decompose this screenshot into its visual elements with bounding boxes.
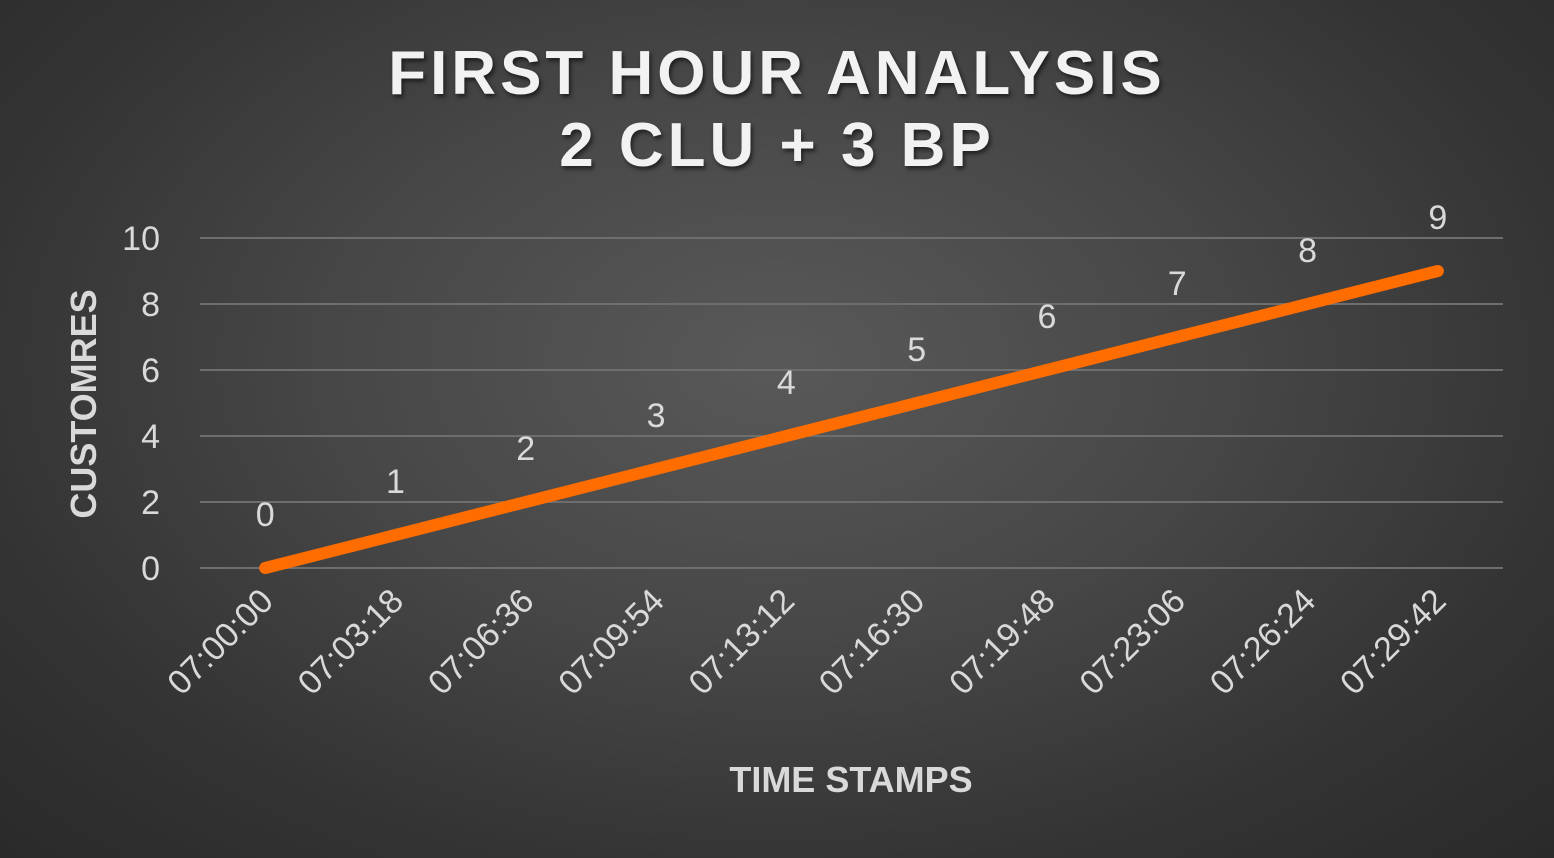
data-point — [525, 501, 527, 503]
x-tick-label: 07:29:42 — [1333, 582, 1453, 702]
data-point — [1046, 369, 1048, 371]
chart-title: FIRST HOUR ANALYSIS 2 CLU + 3 BP — [0, 38, 1554, 182]
data-point — [916, 402, 918, 404]
y-tick-label: 0 — [141, 550, 160, 588]
x-tick-label: 07:16:30 — [812, 582, 932, 702]
data-point — [1307, 303, 1309, 305]
x-tick-label: 07:23:06 — [1072, 582, 1192, 702]
x-tick-label: 07:19:48 — [942, 582, 1062, 702]
x-axis-title: TIME STAMPS — [729, 759, 972, 800]
y-tick-label: 4 — [141, 418, 160, 456]
data-point — [655, 468, 657, 470]
x-tick-label: 07:26:24 — [1203, 582, 1323, 702]
x-tick-label: 07:03:18 — [291, 582, 411, 702]
series-line — [259, 265, 1444, 574]
data-label: 0 — [256, 496, 275, 534]
y-tick-label: 2 — [141, 484, 160, 522]
data-label: 8 — [1298, 232, 1317, 270]
y-tick-label: 8 — [141, 286, 160, 324]
x-tick-label: 07:13:12 — [682, 582, 802, 702]
data-label: 1 — [386, 463, 405, 501]
data-labels: 0 1 2 3 4 5 6 7 8 9 — [256, 199, 1448, 534]
chart-title-line-2: 2 CLU + 3 BP — [559, 111, 995, 180]
x-axis-ticks: 07:00:00 07:03:18 07:06:36 07:09:54 07:13:12… — [160, 582, 1453, 702]
data-label: 2 — [516, 430, 535, 468]
data-label: 5 — [907, 331, 926, 369]
gridlines — [200, 237, 1503, 569]
data-point — [1176, 336, 1178, 338]
data-label: 9 — [1428, 199, 1447, 237]
series-layer — [259, 265, 1444, 574]
x-tick-label: 07:09:54 — [551, 582, 671, 702]
x-tick-label: 07:00:00 — [160, 582, 280, 702]
y-axis-title: CUSTOMRES — [63, 289, 104, 518]
data-point — [394, 534, 396, 536]
data-label: 6 — [1037, 298, 1056, 336]
chart-title-line-1: FIRST HOUR ANALYSIS — [388, 39, 1166, 108]
y-tick-label: 6 — [141, 352, 160, 390]
data-point — [785, 435, 787, 437]
data-label: 7 — [1168, 265, 1187, 303]
data-label: 3 — [647, 397, 666, 435]
data-point — [264, 567, 266, 569]
y-tick-label: 10 — [122, 220, 160, 258]
y-axis-ticks: 0 2 4 6 8 10 — [122, 220, 160, 588]
data-point — [1437, 270, 1439, 272]
x-tick-label: 07:06:36 — [421, 582, 541, 702]
data-label: 4 — [777, 364, 796, 402]
